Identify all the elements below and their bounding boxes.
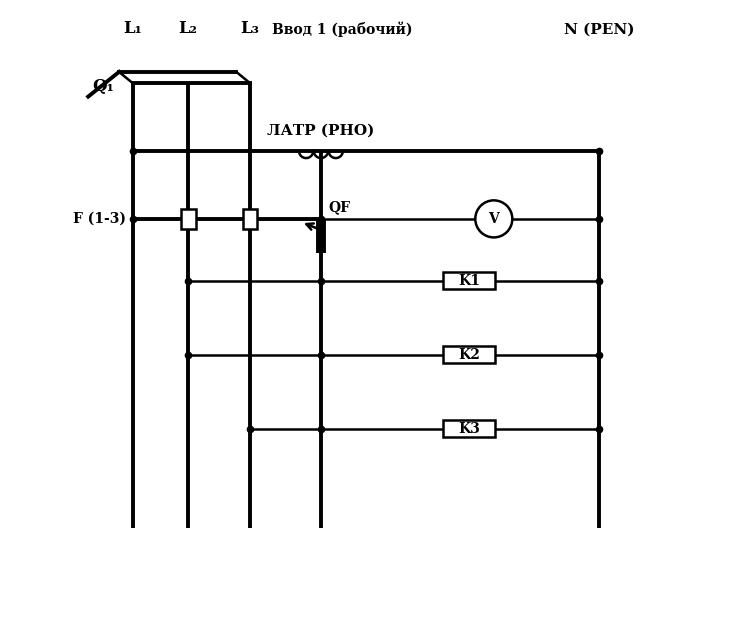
Text: ЛАТР (РНО): ЛАТР (РНО) xyxy=(267,123,375,138)
Text: K3: K3 xyxy=(458,422,480,436)
Text: L₂: L₂ xyxy=(178,20,197,37)
Text: K2: K2 xyxy=(458,348,480,362)
Bar xyxy=(181,209,196,229)
Text: Ввод 1 (рабочий): Ввод 1 (рабочий) xyxy=(272,21,412,37)
Text: L₁: L₁ xyxy=(123,20,142,37)
Text: F (1-3): F (1-3) xyxy=(73,212,126,226)
Text: V: V xyxy=(489,212,499,226)
Text: N (PEN): N (PEN) xyxy=(563,22,634,37)
Bar xyxy=(444,272,495,289)
Text: L₃: L₃ xyxy=(240,20,259,37)
Bar xyxy=(444,421,495,437)
Text: Q₁: Q₁ xyxy=(93,78,114,95)
Text: QF: QF xyxy=(328,200,350,214)
Text: K1: K1 xyxy=(458,273,480,288)
Bar xyxy=(444,346,495,363)
Bar xyxy=(242,209,258,229)
